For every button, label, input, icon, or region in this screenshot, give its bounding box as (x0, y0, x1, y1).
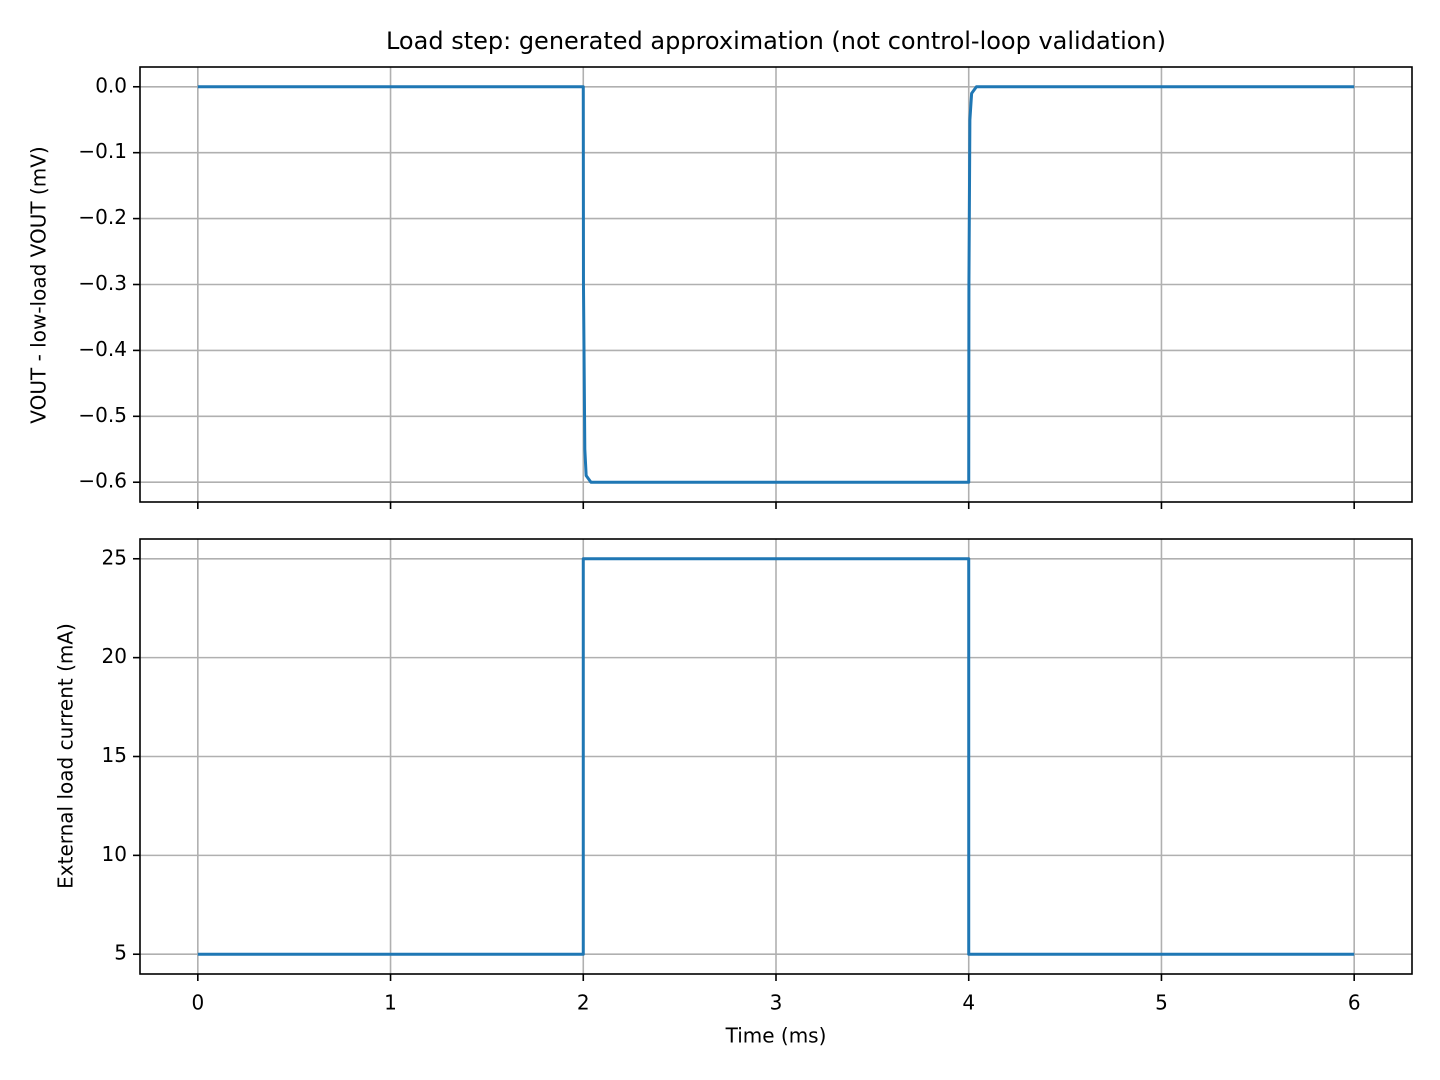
x-tick-label: 1 (384, 991, 397, 1015)
axes-frame (139, 538, 1413, 975)
y-tick-label: 25 (102, 545, 127, 569)
line-series (197, 557, 1355, 956)
x-tick-label: 5 (1155, 991, 1168, 1015)
y-tick-label: −0.1 (78, 139, 127, 163)
x-tick-label: 3 (770, 991, 783, 1015)
y-axis-label: External load current (mA) (54, 623, 78, 889)
y-tick-label: 5 (114, 941, 127, 965)
x-tick-label: 2 (577, 991, 590, 1015)
x-tick-label: 6 (1348, 991, 1361, 1015)
y-tick-label: 0.0 (95, 73, 127, 97)
y-tick-label: −0.5 (78, 403, 127, 427)
y-tick-label: 10 (102, 842, 127, 866)
y-tick-label: −0.3 (78, 271, 127, 295)
y-tick-label: −0.2 (78, 205, 127, 229)
y-tick-label: 20 (102, 644, 127, 668)
y-tick-label: −0.6 (78, 469, 127, 493)
x-tick-label: 0 (191, 991, 204, 1015)
x-tick-label: 4 (962, 991, 975, 1015)
y-axis-label: VOUT - low-load VOUT (mV) (27, 146, 51, 423)
axes-frame (139, 66, 1413, 503)
line-series (197, 85, 1355, 484)
y-tick-label: −0.4 (78, 337, 127, 361)
y-tick-label: 15 (102, 743, 127, 767)
x-axis-label: Time (ms) (725, 1024, 827, 1048)
chart-title: Load step: generated approximation (not … (386, 27, 1166, 55)
